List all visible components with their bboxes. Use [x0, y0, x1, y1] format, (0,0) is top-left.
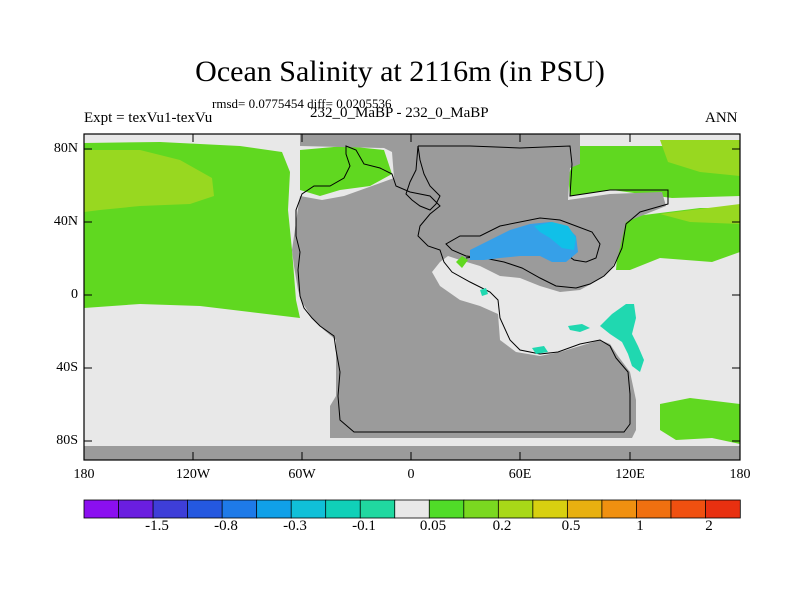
- coastline-outline: [295, 145, 631, 433]
- colorbar-label: 0.2: [492, 518, 512, 534]
- lat-label-80s: 80S: [56, 433, 78, 448]
- colorbar-swatch: [187, 499, 223, 519]
- lat-label-40n: 40N: [53, 214, 78, 229]
- lon-label-120w: 120W: [175, 467, 211, 482]
- colorbar-swatch: [636, 499, 672, 519]
- europe-outline: [405, 145, 441, 211]
- land-mass: [292, 134, 666, 438]
- colorbar-swatch: [221, 499, 258, 519]
- colorbar-label: -0.1: [352, 518, 376, 534]
- lat-label-40s: 40S: [56, 360, 78, 375]
- colorbar-swatch: [497, 499, 534, 519]
- colorbar-swatch: [290, 499, 327, 519]
- lon-label-180w: 180: [73, 467, 95, 482]
- lon-label-180e: 180: [729, 467, 751, 482]
- small-teal-patch-2: [532, 346, 548, 354]
- lat-ticks: [84, 148, 740, 442]
- small-green-patch: [456, 256, 468, 268]
- colorbar-label: 1: [636, 518, 644, 534]
- tethys-light-region: [534, 222, 576, 250]
- colorbar: [83, 499, 741, 519]
- southern-teal-region: [600, 304, 644, 372]
- colorbar-swatch: [394, 499, 430, 519]
- lon-label-60w: 60W: [288, 467, 316, 482]
- atlantic-positive-region: [300, 146, 392, 196]
- small-teal-patch-1: [568, 324, 590, 332]
- lon-label-60e: 60E: [508, 467, 532, 482]
- colorbar-label: 0.5: [561, 518, 581, 534]
- lon-ticks: [83, 134, 741, 460]
- colorbar-swatch: [705, 499, 741, 519]
- colorbar-swatch: [118, 499, 154, 519]
- small-teal-patch-3: [480, 288, 488, 296]
- colorbar-swatch: [152, 499, 189, 519]
- map-title: Ocean Salinity at 2116m (in PSU): [195, 55, 605, 88]
- colorbar-swatch: [532, 499, 569, 519]
- colorbar-swatch: [601, 499, 638, 519]
- colorbar-swatch: [463, 499, 500, 519]
- season-label: ANN: [705, 110, 738, 126]
- west-pacific-strong-region: [660, 204, 740, 224]
- southern-positive-region: [660, 398, 740, 444]
- map-frame: [83, 133, 741, 461]
- colorbar-swatch: [670, 499, 707, 519]
- antarctica-strip: [84, 446, 740, 460]
- colorbar-label: -0.8: [214, 518, 238, 534]
- period-label: 232_0_MaBP - 232_0_MaBP: [310, 105, 489, 121]
- colorbar-label: 2: [705, 518, 713, 534]
- colorbar-swatch: [359, 499, 396, 519]
- colorbar-label: 0.05: [419, 518, 447, 534]
- colorbar-label: -1.5: [145, 518, 169, 534]
- lat-label-0: 0: [71, 287, 78, 302]
- stats-label: rmsd= 0.0775454 diff= 0.0205536: [212, 96, 392, 111]
- colorbar-swatch: [566, 499, 603, 519]
- east-strong-region: [660, 140, 740, 176]
- colorbar-swatch: [83, 499, 120, 519]
- experiment-label: Expt = texVu1-texVu: [84, 110, 213, 126]
- asia-outline: [418, 145, 669, 289]
- colorbar-swatch: [256, 499, 292, 519]
- lon-label-120e: 120E: [615, 467, 645, 482]
- lat-label-80n: 80N: [53, 141, 78, 156]
- colorbar-label: -0.3: [283, 518, 307, 534]
- pacific-strong-region: [84, 150, 214, 212]
- west-pacific-positive-region: [616, 208, 740, 270]
- colorbar-swatch: [325, 499, 361, 519]
- colorbar-swatch: [428, 499, 465, 519]
- lon-label-0: 0: [407, 467, 415, 482]
